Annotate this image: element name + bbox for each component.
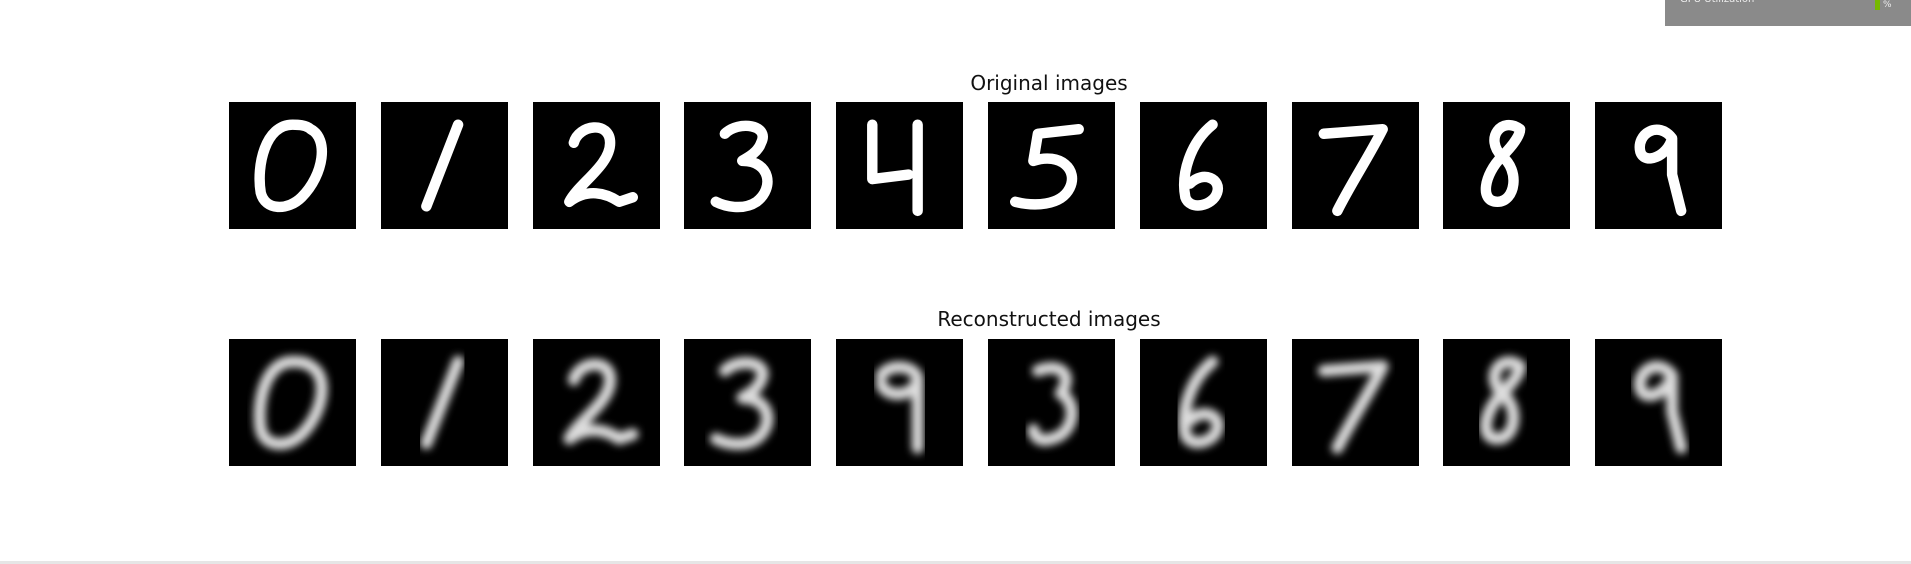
digit-stroke <box>1481 119 1526 208</box>
digit-canvas <box>867 119 924 217</box>
digit-image <box>380 339 508 466</box>
digit-stroke <box>1318 123 1388 217</box>
digit-canvas <box>1634 360 1688 454</box>
digit-stroke <box>867 119 924 217</box>
digit-canvas <box>710 120 773 213</box>
digit-canvas <box>420 355 464 450</box>
digit-image <box>1139 102 1267 229</box>
digit-canvas <box>1480 356 1527 445</box>
digit-stroke <box>1027 361 1078 446</box>
digit-stroke <box>254 119 328 213</box>
digit-image <box>836 102 964 229</box>
digit-image <box>1595 339 1723 466</box>
digit-stroke <box>1178 355 1224 449</box>
digit-image <box>229 339 356 466</box>
digit-image <box>836 339 964 466</box>
digit-image <box>532 102 660 229</box>
digit-canvas <box>420 119 464 212</box>
digit-image <box>684 339 812 466</box>
digit-stroke <box>1634 360 1688 454</box>
digit-canvas <box>254 119 328 213</box>
gpu-unit: % <box>1883 0 1892 10</box>
digit-image <box>684 102 812 229</box>
digit-image <box>380 102 508 229</box>
digit-image <box>1291 339 1419 466</box>
digit-image <box>988 102 1115 229</box>
digit-canvas <box>1318 123 1388 217</box>
digit-canvas <box>562 358 639 445</box>
digit-stroke <box>562 358 639 445</box>
digit-image <box>1291 102 1419 229</box>
digit-stroke <box>563 122 638 208</box>
digit-stroke <box>1178 119 1223 211</box>
panel-title: Reconstructed images <box>937 307 1161 331</box>
gpu-label: GPU Utilization <box>1680 0 1754 5</box>
digit-stroke <box>710 357 774 450</box>
digit-canvas <box>1009 123 1084 210</box>
digit-image <box>988 339 1115 466</box>
panel-title: Original images <box>970 71 1128 95</box>
digit-canvas <box>1317 360 1389 454</box>
digit-canvas <box>1481 119 1526 208</box>
digit-canvas <box>253 355 328 450</box>
gpu-widget: GPU Utilization % <box>1665 0 1911 26</box>
digit-image <box>1443 339 1571 466</box>
digit-stroke <box>420 355 464 450</box>
digit-stroke <box>253 355 328 450</box>
gpu-bar <box>1875 0 1880 10</box>
digit-canvas <box>1027 361 1078 446</box>
footer-line <box>0 561 1911 564</box>
digit-image <box>1443 102 1571 229</box>
digit-image <box>1595 102 1723 229</box>
digit-image <box>229 102 356 229</box>
digit-canvas <box>1634 124 1687 217</box>
digit-stroke <box>875 361 924 454</box>
digit-image <box>1139 339 1267 466</box>
digit-image <box>532 339 660 466</box>
digit-stroke <box>1009 123 1084 210</box>
digit-stroke <box>420 119 464 212</box>
digit-stroke <box>1317 360 1389 454</box>
digit-canvas <box>710 357 774 450</box>
digit-canvas <box>1178 119 1223 211</box>
digit-stroke <box>710 120 773 213</box>
digit-stroke <box>1634 124 1687 217</box>
digit-stroke <box>1480 356 1527 445</box>
digit-canvas <box>1178 355 1224 449</box>
digit-canvas <box>563 122 638 208</box>
digit-canvas <box>875 361 924 454</box>
